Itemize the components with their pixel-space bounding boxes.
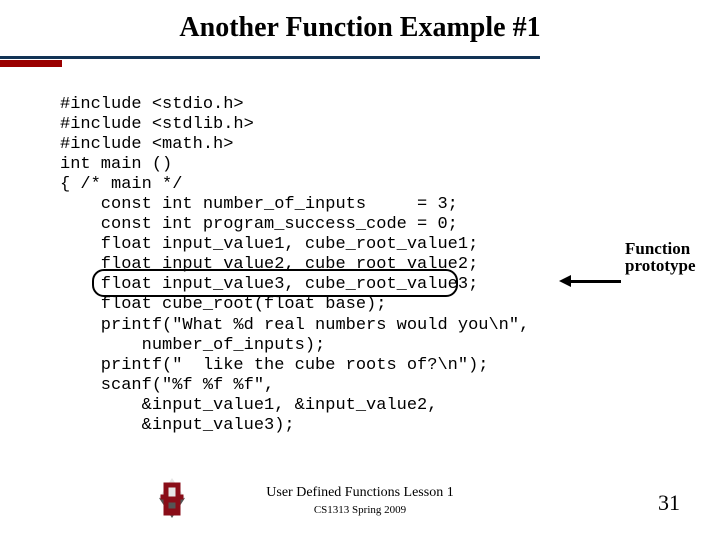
annotation-line2: prototype [625, 256, 696, 275]
highlight-oval [92, 269, 458, 297]
arrow-shaft [569, 280, 621, 283]
arrow-head-icon [559, 275, 571, 287]
title-rule-long [0, 56, 540, 59]
page-number: 31 [658, 490, 680, 516]
ou-logo-icon [152, 475, 192, 521]
annotation-label: Function prototype [625, 240, 696, 274]
slide-title: Another Function Example #1 [0, 12, 720, 44]
footer: User Defined Functions Lesson 1 CS1313 S… [0, 484, 720, 518]
slide: Another Function Example #1 #include <st… [0, 0, 720, 540]
code-block: #include <stdio.h> #include <stdlib.h> #… [60, 95, 529, 436]
footer-line1: User Defined Functions Lesson 1 [266, 485, 453, 500]
footer-line2: CS1313 Spring 2009 [314, 504, 406, 516]
title-rule-short [0, 60, 62, 67]
